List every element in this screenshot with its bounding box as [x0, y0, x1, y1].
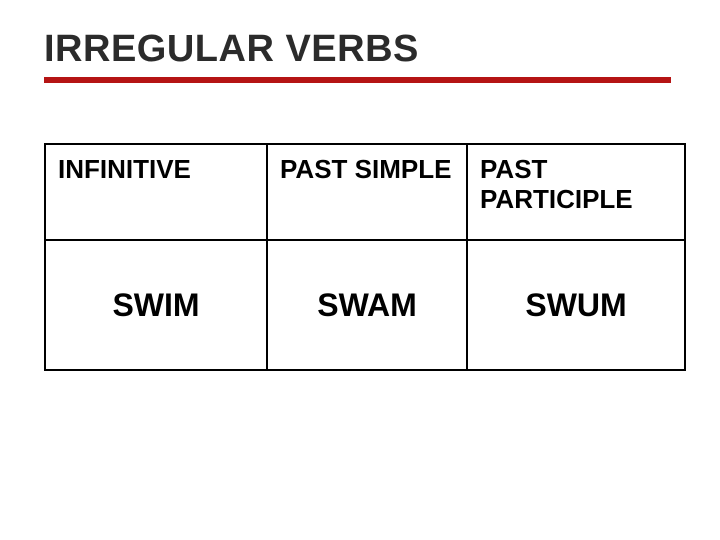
col-header-infinitive: INFINITIVE: [45, 144, 267, 240]
table-header-row: INFINITIVE PAST SIMPLE PAST PARTICIPLE: [45, 144, 685, 240]
col-header-past-simple: PAST SIMPLE: [267, 144, 467, 240]
cell-infinitive: SWIM: [45, 240, 267, 370]
slide-title: IRREGULAR VERBS: [44, 28, 684, 71]
cell-past-participle: SWUM: [467, 240, 685, 370]
slide: IRREGULAR VERBS INFINITIVE PAST SIMPLE P…: [0, 0, 720, 540]
title-underline: [44, 77, 671, 83]
verbs-table: INFINITIVE PAST SIMPLE PAST PARTICIPLE S…: [44, 143, 686, 371]
table-row: SWIM SWAM SWUM: [45, 240, 685, 370]
title-block: IRREGULAR VERBS: [44, 28, 684, 83]
cell-past-simple: SWAM: [267, 240, 467, 370]
col-header-past-participle: PAST PARTICIPLE: [467, 144, 685, 240]
